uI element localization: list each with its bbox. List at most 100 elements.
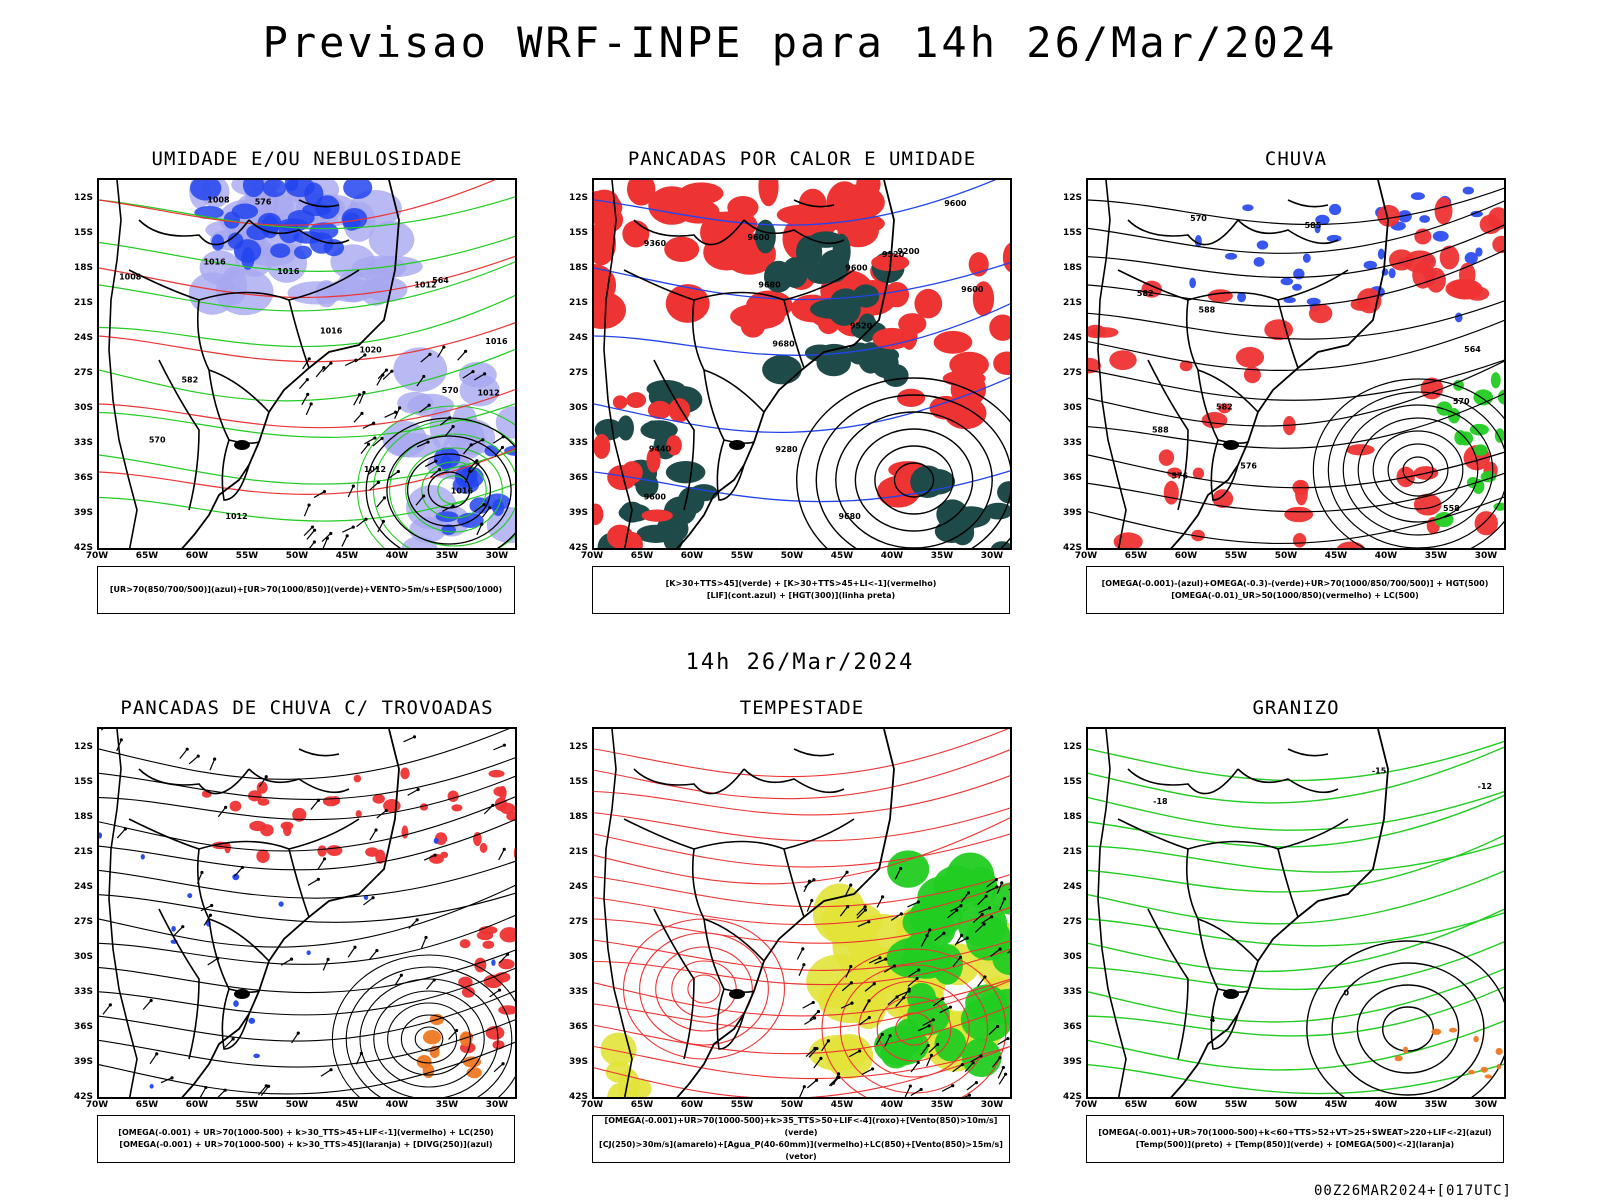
storm-red: [256, 781, 268, 794]
longitude-label: 70W: [580, 551, 604, 561]
wind-vector: [926, 1043, 930, 1048]
legend-line: [LIF](cont.azul) + [HGT(300)](linha pret…: [706, 591, 896, 600]
wind-vector: [932, 998, 944, 1007]
streamline-arrow: [170, 1076, 174, 1080]
wind-vector: [927, 1024, 931, 1028]
wind-vector: [974, 1080, 978, 1085]
contour-label: 1020: [359, 346, 382, 355]
streamline-arrow: [203, 914, 211, 926]
pressure-contour: [406, 453, 492, 527]
streamline-arrow: [217, 1089, 226, 1097]
temp-850-contour: [1088, 794, 1504, 848]
state-border: [248, 219, 350, 245]
temp-850-contour: [1088, 870, 1504, 925]
wind-vector: [864, 983, 875, 992]
lagoon-mark: [729, 989, 745, 999]
wind-vector: [984, 894, 988, 898]
instability-red: [989, 314, 1010, 341]
wind-vector: [907, 987, 911, 991]
contour-label: 9600: [747, 233, 770, 242]
map-svg: [99, 729, 515, 1097]
instability-teal: [796, 235, 823, 269]
wind-vector: [802, 1085, 806, 1089]
wind-vector: [916, 1060, 920, 1065]
streamline-arrow: [100, 729, 104, 731]
wind-vector: [987, 906, 992, 910]
omega-blue: [1194, 235, 1202, 248]
wind-vector: [899, 867, 903, 871]
legend-box: [OMEGA(-0.001)+UR>70(1000-500)+k>35_TTS>…: [592, 1115, 1010, 1163]
instability-red: [758, 180, 779, 207]
storm-red: [513, 847, 515, 859]
pressure-contour: [386, 435, 512, 545]
legend-line: [CJ(250)>30m/s](amarelo)+[Agua_P(40-60mm…: [599, 1140, 1003, 1161]
contour-label: -15: [1372, 767, 1387, 776]
precipitable-water-contour: [639, 932, 769, 1046]
latitude-label: 24S: [568, 333, 588, 343]
wind-vector: [810, 898, 814, 903]
wind-vector: [382, 496, 387, 500]
longitude-label: 50W: [1274, 551, 1298, 561]
rain-red: [1377, 204, 1401, 227]
wind-vector: [922, 1019, 934, 1027]
state-border: [1287, 748, 1329, 757]
wind-vector: [863, 908, 868, 912]
streamline-arrow: [448, 1030, 458, 1040]
rain-red: [1109, 350, 1137, 370]
wind-vector: [360, 443, 370, 454]
latitude-label: 21S: [568, 298, 588, 308]
storm-red: [479, 842, 488, 853]
state-border: [716, 988, 745, 1050]
state-border: [208, 918, 260, 993]
wind-vector: [857, 921, 870, 928]
latitude-label: 36S: [1062, 473, 1082, 483]
longitude-label: 40W: [1374, 551, 1398, 561]
rain-red: [1207, 289, 1233, 303]
streamline-arrow: [415, 918, 419, 922]
divergence-blue: [306, 950, 311, 956]
wind-vector: [457, 350, 467, 361]
state-border: [298, 199, 340, 208]
humidity-purple: [336, 270, 371, 303]
latitude-label: 24S: [1062, 333, 1082, 343]
height-contour: [1387, 443, 1449, 497]
wind-vector: [416, 441, 429, 448]
contour-label: 1016: [451, 487, 474, 496]
rain-red: [1284, 506, 1314, 523]
wind-vector: [846, 905, 850, 909]
streamline-arrow: [108, 1003, 112, 1007]
streamline-arrow: [489, 989, 500, 998]
wind-vector: [994, 878, 998, 882]
storm-red: [292, 807, 307, 822]
wind-vector: [368, 481, 379, 491]
omega-blue: [1464, 252, 1478, 265]
precipitable-water-contour: [594, 1045, 1010, 1080]
wind-vector: [838, 871, 848, 882]
contour-label: 570: [149, 435, 166, 444]
streamline-arrow: [359, 1051, 363, 1055]
height-contour: [1088, 359, 1504, 401]
longitude-label: 35W: [1424, 1100, 1448, 1110]
contour-label: 570: [442, 386, 459, 395]
humidity-blue: [241, 247, 255, 270]
wind-vector: [986, 879, 997, 888]
streamline: [331, 954, 515, 1097]
longitude-label: 65W: [135, 1100, 159, 1110]
wind-vector: [859, 1017, 870, 1026]
state-border: [743, 219, 845, 245]
streamline: [414, 1026, 444, 1052]
divergence-blue: [248, 1017, 256, 1024]
wind-vector: [310, 525, 315, 529]
state-border: [1197, 918, 1249, 993]
state-border: [138, 768, 250, 795]
rain-red: [1163, 480, 1179, 505]
wind-vector: [861, 1068, 873, 1076]
latitude-label: 15S: [1062, 228, 1082, 238]
streamline-arrow: [502, 847, 506, 851]
omega-green: [1490, 372, 1501, 389]
lagoon-mark: [1223, 440, 1239, 450]
streamline-arrow: [210, 903, 214, 908]
precipitable-water-contour: [594, 980, 1010, 1031]
wind-vector: [416, 376, 425, 387]
precipitable-water-contour: [655, 946, 753, 1032]
